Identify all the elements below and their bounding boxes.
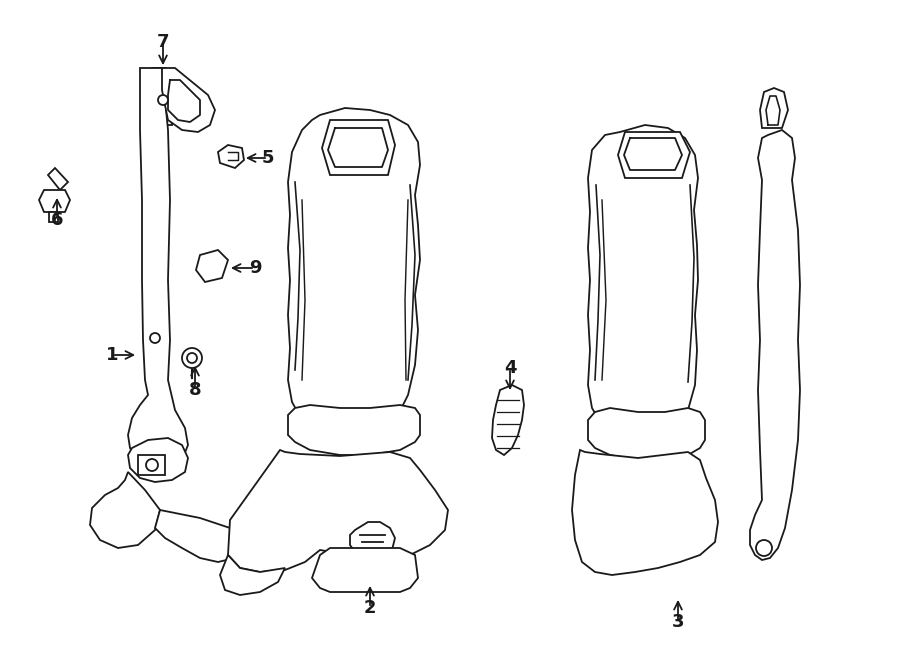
Polygon shape xyxy=(128,68,188,472)
Polygon shape xyxy=(750,130,800,560)
Circle shape xyxy=(182,348,202,368)
Circle shape xyxy=(756,540,772,556)
Polygon shape xyxy=(322,120,395,175)
Polygon shape xyxy=(350,522,395,560)
Text: 9: 9 xyxy=(248,259,261,277)
Polygon shape xyxy=(288,405,420,455)
Polygon shape xyxy=(588,408,705,460)
Polygon shape xyxy=(162,68,215,132)
Polygon shape xyxy=(138,455,165,475)
Text: 6: 6 xyxy=(50,211,63,229)
Polygon shape xyxy=(39,190,70,212)
Polygon shape xyxy=(760,88,788,128)
Text: 7: 7 xyxy=(157,33,169,51)
Polygon shape xyxy=(588,125,698,442)
Polygon shape xyxy=(288,108,420,438)
Polygon shape xyxy=(168,80,200,122)
Text: 4: 4 xyxy=(504,359,517,377)
Text: 3: 3 xyxy=(671,613,684,631)
Text: 2: 2 xyxy=(364,599,376,617)
Polygon shape xyxy=(152,68,172,125)
Polygon shape xyxy=(128,438,188,482)
Circle shape xyxy=(187,353,197,363)
Polygon shape xyxy=(228,450,448,572)
Circle shape xyxy=(146,459,158,471)
Polygon shape xyxy=(155,510,240,562)
Text: 1: 1 xyxy=(106,346,118,364)
Polygon shape xyxy=(572,450,718,575)
Circle shape xyxy=(150,333,160,343)
Polygon shape xyxy=(90,472,160,548)
Circle shape xyxy=(158,95,168,105)
Polygon shape xyxy=(220,555,285,595)
Polygon shape xyxy=(312,548,418,592)
Polygon shape xyxy=(618,132,690,178)
Polygon shape xyxy=(49,212,58,222)
Polygon shape xyxy=(196,250,228,282)
Polygon shape xyxy=(48,168,68,190)
Polygon shape xyxy=(492,385,524,455)
Text: 8: 8 xyxy=(189,381,202,399)
Polygon shape xyxy=(218,145,244,168)
Text: 5: 5 xyxy=(262,149,274,167)
